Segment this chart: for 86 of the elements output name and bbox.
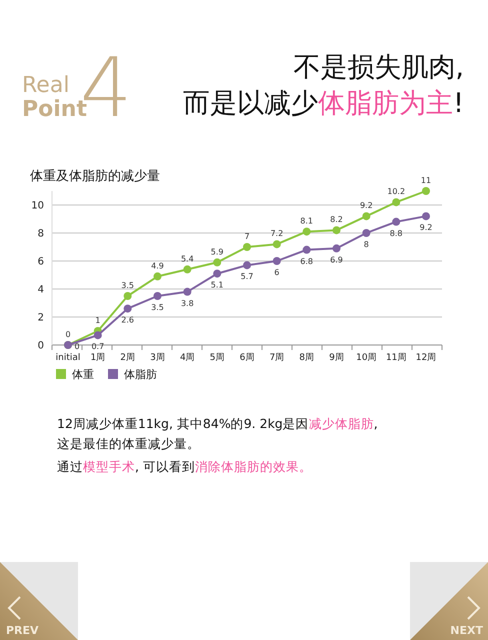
data-label: 7.2 <box>270 229 284 238</box>
text: 不是损失肌肉, <box>293 52 464 83</box>
text: , 可以看到 <box>135 459 195 474</box>
data-label: 5.9 <box>210 247 224 256</box>
data-label: 8 <box>364 240 369 249</box>
data-label: 11 <box>420 176 432 185</box>
data-label: 4.9 <box>151 261 164 270</box>
x-tick-label: 2周 <box>120 352 136 363</box>
x-tick-label: 7周 <box>269 352 284 363</box>
chart-title: 体重及体脂肪的减少量 <box>30 169 160 184</box>
data-label: 6 <box>274 268 280 277</box>
x-tick-label: initial <box>56 353 80 363</box>
legend-label: 体重 <box>72 368 94 381</box>
point <box>302 246 311 254</box>
next-button: NEXT <box>410 562 488 640</box>
point <box>362 229 370 237</box>
x-tick-label: 6周 <box>240 352 254 363</box>
x-tick-label: 3周 <box>150 352 165 363</box>
data-label: 7 <box>244 232 250 241</box>
text: 体脂肪为主 <box>318 88 454 119</box>
data-label: 3.5 <box>121 281 134 290</box>
legend-label: 体脂肪 <box>124 368 157 381</box>
data-label: 6.9 <box>330 255 343 264</box>
point <box>183 265 192 274</box>
point <box>362 212 370 220</box>
x-tick-label: 8周 <box>299 352 314 363</box>
y-tick-label: 8 <box>38 228 44 240</box>
text: , <box>374 416 378 431</box>
point <box>332 226 340 234</box>
data-label: 5.7 <box>240 272 254 282</box>
x-tick-label: 10周 <box>356 352 377 363</box>
y-tick-label: 2 <box>38 312 44 324</box>
text: 通过 <box>57 459 83 474</box>
data-label: 3.5 <box>151 303 164 312</box>
point <box>213 270 222 278</box>
x-tick-label: 5周 <box>210 352 225 363</box>
data-label: 6.8 <box>300 256 314 266</box>
point <box>243 261 251 270</box>
data-label: 0 <box>74 342 80 351</box>
point <box>422 212 430 220</box>
point <box>272 257 281 265</box>
text: Real <box>22 73 70 98</box>
text: 12周减少体重11kg, 其中84%的9. 2kg是因 <box>57 416 309 431</box>
data-label: 10.2 <box>387 187 406 196</box>
point <box>243 243 251 251</box>
text: 模型手术 <box>83 459 135 474</box>
point <box>332 244 340 252</box>
y-tick-label: 6 <box>38 256 44 268</box>
point <box>213 258 222 266</box>
text: 消除体脂肪的效果。 <box>194 459 312 474</box>
x-tick-label: 12周 <box>416 352 436 363</box>
point <box>154 292 162 300</box>
point <box>272 240 281 248</box>
point <box>124 304 132 313</box>
text: 这是最佳的体重减少量。 <box>57 436 200 451</box>
x-tick-label: 9周 <box>329 352 344 363</box>
text: 减少体脂肪 <box>308 416 374 431</box>
point <box>302 228 311 236</box>
text: ! <box>453 88 464 119</box>
point <box>94 331 102 340</box>
point <box>154 272 162 280</box>
y-tick-label: 10 <box>31 200 44 212</box>
data-label: 5.1 <box>210 280 224 290</box>
data-label: 2.6 <box>121 316 134 325</box>
data-label: 9.2 <box>420 223 432 232</box>
data-label: 8.8 <box>390 228 403 238</box>
data-label: 3.8 <box>180 298 194 308</box>
x-tick-label: 4周 <box>180 352 195 363</box>
prev-button: PREV <box>0 562 78 640</box>
y-tick-label: 4 <box>38 284 44 296</box>
point <box>422 187 430 195</box>
data-label: 8.2 <box>330 215 343 224</box>
x-tick-label: 11周 <box>386 352 406 363</box>
y-tick-label: 0 <box>38 340 44 352</box>
point <box>124 292 132 300</box>
x-tick-label: 1周 <box>90 352 106 363</box>
point <box>183 288 192 296</box>
data-label: 8.1 <box>300 216 314 226</box>
data-label: 0 <box>65 330 71 339</box>
point <box>392 218 400 226</box>
data-label: 9.2 <box>360 201 373 210</box>
text: 而是以减少 <box>183 88 318 119</box>
data-label: 1 <box>95 316 100 325</box>
point <box>392 198 400 206</box>
data-label: 0.7 <box>91 342 104 352</box>
data-label: 5.4 <box>180 254 194 264</box>
